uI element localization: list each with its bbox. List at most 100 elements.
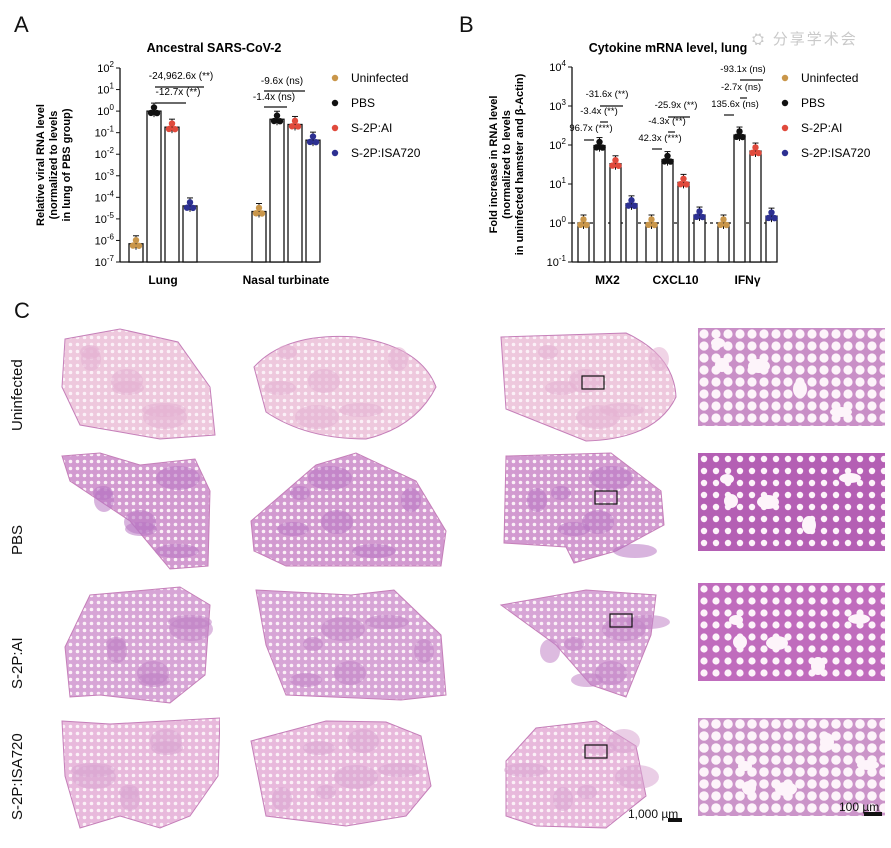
data-point — [664, 152, 671, 160]
dense-region — [303, 741, 335, 755]
chart-b: Cytokine mRNA level, lung Fold increase i… — [488, 41, 871, 287]
dense-region — [569, 369, 601, 393]
data-point — [693, 213, 700, 221]
airspace — [775, 782, 797, 796]
legend-marker — [781, 149, 789, 157]
dense-region — [571, 673, 603, 687]
dense-region — [290, 673, 322, 687]
legend-label: PBS — [801, 96, 825, 110]
data-point — [312, 138, 320, 146]
x-tick-label: Nasal turbinate — [243, 273, 330, 287]
lung-section-image — [500, 332, 677, 442]
zoom-region-box — [581, 375, 605, 390]
significance-label: -24,962.6x (**) — [149, 71, 213, 82]
dense-region — [308, 466, 352, 490]
watermark-logo: ⛭ 分享学术会 — [752, 30, 858, 48]
data-point — [771, 214, 778, 222]
significance-label: -25.9x (**) — [655, 100, 698, 111]
dense-region — [504, 763, 548, 777]
airspace — [766, 636, 788, 650]
data-point — [583, 221, 590, 229]
y-tick-label: 10-5 — [95, 211, 115, 226]
tissue-texture — [698, 583, 885, 681]
scale-bar-low-mag-label: 1,000 µm — [628, 807, 679, 821]
dense-region — [339, 403, 383, 417]
data-point — [165, 125, 173, 133]
dense-region — [589, 466, 633, 490]
airspace — [711, 338, 725, 348]
data-point — [168, 120, 176, 127]
y-tick-label: 10-1 — [95, 125, 115, 140]
significance-label: 42.3x (***) — [638, 133, 681, 144]
y-tick-label: 102 — [97, 60, 114, 75]
data-point — [752, 144, 759, 151]
y-tick-label: 10-7 — [95, 254, 115, 269]
data-point — [749, 149, 756, 157]
lung-section-image — [61, 328, 216, 440]
data-point — [736, 128, 743, 135]
bar — [677, 181, 690, 263]
y-tick-label: 10-3 — [95, 168, 115, 183]
airspace — [738, 761, 752, 771]
panel-a-letter: A — [14, 12, 29, 37]
legend-marker — [331, 74, 339, 82]
airspace — [830, 407, 852, 417]
dense-region — [272, 787, 292, 811]
data-point — [596, 138, 603, 146]
legend-marker — [781, 99, 789, 107]
chart-title: Cytokine mRNA level, lung — [589, 41, 748, 55]
dense-region — [584, 741, 616, 755]
chart-title: Ancestral SARS-CoV-2 — [147, 41, 282, 55]
dense-region — [613, 544, 657, 558]
lung-section-image — [255, 589, 447, 701]
chart-a: Ancestral SARS-CoV-2 Relative viral RNA l… — [35, 41, 421, 287]
zoom-region-box — [609, 613, 633, 628]
airspace — [839, 473, 861, 483]
legend-marker — [781, 124, 789, 132]
dense-region — [352, 544, 396, 558]
high-mag-image — [698, 328, 885, 426]
data-point — [615, 162, 622, 169]
data-point — [667, 158, 674, 165]
significance-label: -93.1x (ns) — [720, 64, 765, 75]
data-point — [733, 133, 740, 141]
dense-region — [143, 405, 187, 429]
airspace — [742, 781, 756, 795]
y-axis-label: (normalized to levels — [48, 111, 60, 220]
dense-region — [120, 787, 140, 811]
dense-region — [553, 787, 573, 811]
panel-c-letter: C — [14, 298, 30, 323]
data-point — [186, 199, 194, 206]
dense-region — [81, 347, 101, 371]
data-point — [183, 204, 191, 211]
significance-label: -4.3x (**) — [648, 116, 685, 127]
data-point — [755, 149, 762, 157]
dense-region — [151, 741, 183, 755]
legend-label: Uninfected — [351, 71, 408, 85]
legend-marker — [331, 124, 339, 132]
y-tick-label: 101 — [549, 176, 566, 191]
data-point — [580, 216, 587, 223]
dense-region — [321, 510, 353, 534]
dense-region — [316, 785, 336, 799]
dense-region — [277, 522, 309, 536]
bar — [269, 118, 285, 263]
dense-region — [72, 765, 116, 789]
y-axis-label: Fold increase in RNA level — [488, 96, 500, 234]
significance-label: -9.6x (ns) — [261, 76, 303, 87]
row-label: Uninfected — [9, 359, 26, 431]
bar — [733, 134, 746, 263]
data-point — [677, 180, 684, 188]
y-tick-label: 100 — [97, 103, 114, 118]
dense-region — [615, 765, 659, 789]
bar — [625, 203, 638, 263]
dense-region — [538, 345, 558, 359]
significance-label: -3.4x (**) — [580, 106, 617, 117]
data-point — [150, 104, 158, 111]
lung-section-image — [253, 335, 437, 440]
dense-region — [577, 785, 597, 799]
significance-label: -12.7x (**) — [155, 87, 200, 98]
dense-region — [414, 639, 434, 663]
dense-region — [527, 488, 547, 512]
data-point — [258, 210, 266, 217]
